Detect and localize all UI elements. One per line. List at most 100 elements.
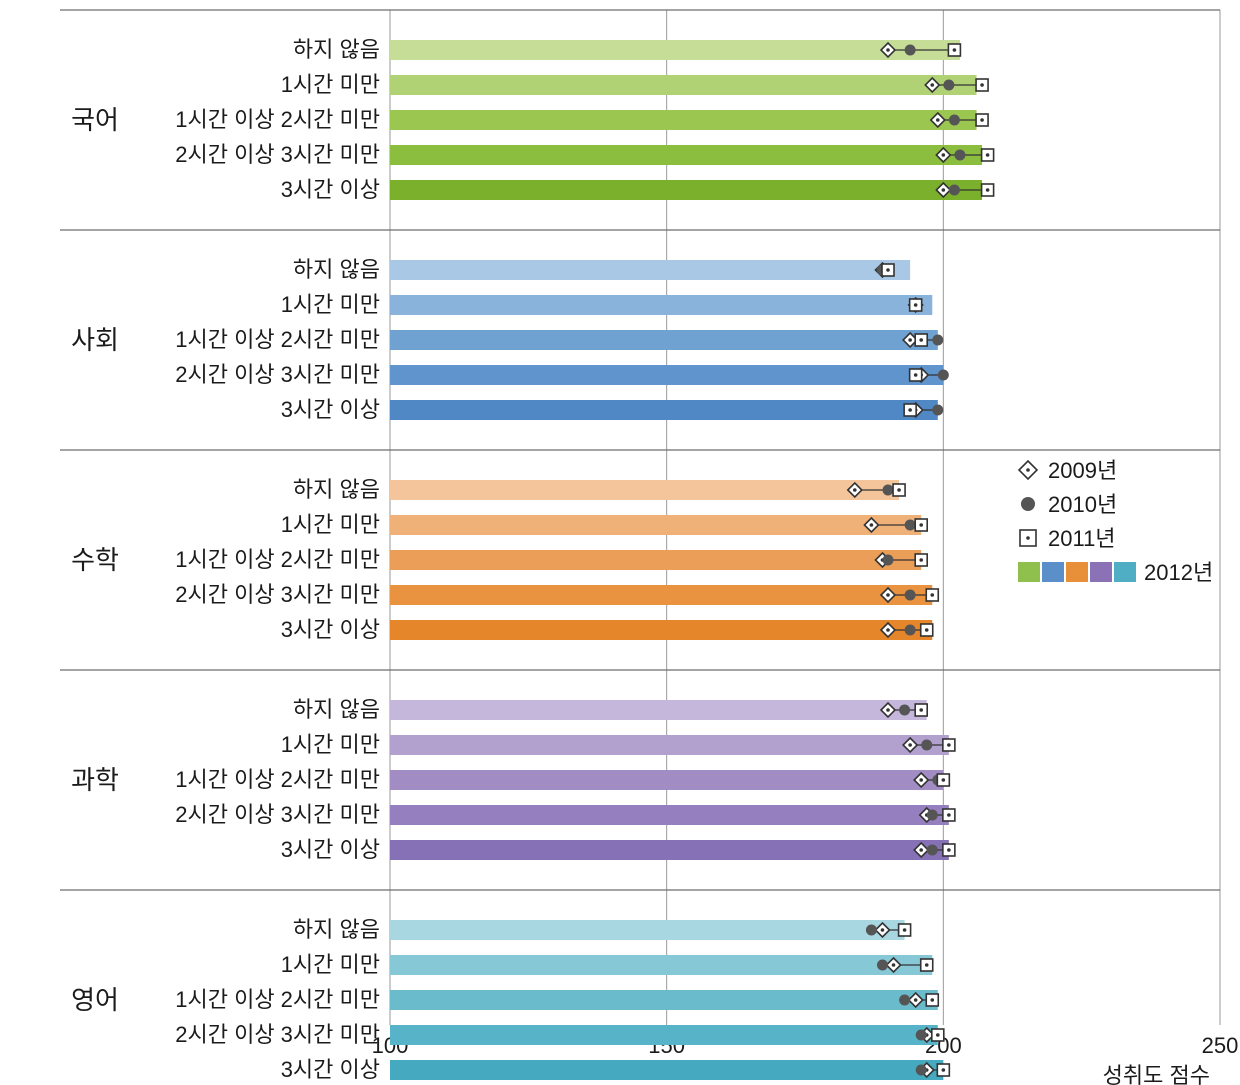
subject-label: 사회 (71, 325, 119, 355)
marker-dot-inner (925, 963, 929, 967)
bar-2012 (390, 400, 938, 420)
marker-dot-inner (886, 268, 890, 272)
marker-2010-dot (899, 995, 910, 1006)
row-label: 3시간 이상 (281, 397, 380, 422)
marker-dot-inner (947, 813, 951, 817)
x-axis-label: 성취도 점수 (1103, 1063, 1210, 1085)
row-label: 3시간 이상 (281, 837, 380, 862)
bar-2012 (390, 40, 960, 60)
marker-dot-inner (986, 188, 990, 192)
marker-dot-inner (980, 83, 984, 87)
bar-2012 (390, 1025, 938, 1045)
bar-2012 (390, 295, 932, 315)
subject-label: 과학 (71, 765, 119, 795)
bar-2012 (390, 515, 921, 535)
row-label: 2시간 이상 3시간 미만 (175, 582, 380, 607)
row-label: 하지 않음 (293, 697, 380, 722)
marker-dot-inner (886, 628, 890, 632)
row-label: 하지 않음 (293, 257, 380, 282)
row-label: 1시간 이상 2시간 미만 (175, 547, 380, 572)
bar-2012 (390, 260, 910, 280)
x-tick-label: 250 (1202, 1033, 1239, 1058)
bar-2012 (390, 955, 932, 975)
marker-dot-inner (870, 523, 874, 527)
marker-dot-inner (897, 488, 901, 492)
row-label: 1시간 미만 (281, 952, 380, 977)
marker-2010-dot (938, 370, 949, 381)
marker-2010-dot (883, 555, 894, 566)
bar-2012 (390, 735, 949, 755)
row-label: 1시간 미만 (281, 72, 380, 97)
marker-dot-inner (908, 408, 912, 412)
legend: 2009년2010년2011년2012년 (1018, 458, 1213, 585)
marker-2010-dot (916, 1065, 927, 1076)
row-label: 2시간 이상 3시간 미만 (175, 362, 380, 387)
marker-dot-inner (892, 963, 896, 967)
bar-2012 (390, 110, 977, 130)
marker-dot-inner (947, 743, 951, 747)
bar-2012 (390, 145, 982, 165)
chart-container: 100150200250성취도 점수하지 않음1시간 미만1시간 이상 2시간 … (0, 0, 1240, 1085)
marker-dot-inner (930, 83, 934, 87)
chart-svg: 100150200250성취도 점수하지 않음1시간 미만1시간 이상 2시간 … (0, 0, 1240, 1085)
legend-label: 2009년 (1048, 458, 1117, 483)
bar-2012 (390, 480, 899, 500)
marker-2010-dot (916, 1030, 927, 1041)
marker-dot-inner (1026, 468, 1030, 472)
row-label: 하지 않음 (293, 477, 380, 502)
row-label: 1시간 이상 2시간 미만 (175, 987, 380, 1012)
marker-dot-inner (936, 118, 940, 122)
marker-dot-inner (914, 998, 918, 1002)
marker-dot-inner (919, 558, 923, 562)
marker-dot-inner (908, 338, 912, 342)
marker-dot-inner (942, 188, 946, 192)
marker-dot-inner (947, 848, 951, 852)
row-label: 1시간 이상 2시간 미만 (175, 107, 380, 132)
row-label: 3시간 이상 (281, 177, 380, 202)
marker-dot-inner (936, 1033, 940, 1037)
bar-2012 (390, 620, 932, 640)
bar-2012 (390, 840, 949, 860)
marker-dot-inner (903, 928, 907, 932)
marker-dot-inner (942, 778, 946, 782)
marker-dot-inner (919, 338, 923, 342)
row-label: 1시간 미만 (281, 732, 380, 757)
bar-2012 (390, 770, 943, 790)
marker-dot-inner (980, 118, 984, 122)
marker-2010-dot (932, 405, 943, 416)
legend-label: 2012년 (1144, 560, 1213, 585)
legend-swatch (1018, 562, 1040, 582)
marker-dot-inner (1026, 536, 1030, 540)
marker-dot-inner (919, 708, 923, 712)
marker-dot-inner (853, 488, 857, 492)
marker-2010-dot (899, 705, 910, 716)
row-label: 하지 않음 (293, 37, 380, 62)
row-label: 1시간 미만 (281, 292, 380, 317)
marker-2010-dot (927, 845, 938, 856)
marker-dot-inner (886, 593, 890, 597)
marker-2010-dot (905, 625, 916, 636)
marker-dot-inner (881, 928, 885, 932)
marker-dot-inner (986, 153, 990, 157)
marker-2010-dot (949, 185, 960, 196)
marker-2010-dot (921, 740, 932, 751)
legend-swatch (1066, 562, 1088, 582)
subject-label: 수학 (71, 545, 119, 575)
bar-2012 (390, 180, 982, 200)
marker-2010-dot (883, 485, 894, 496)
row-label: 2시간 이상 3시간 미만 (175, 142, 380, 167)
bar-2012 (390, 585, 932, 605)
marker-dot-inner (914, 303, 918, 307)
bar-2012 (390, 330, 938, 350)
marker-2010-dot (905, 590, 916, 601)
marker-2010-dot (954, 150, 965, 161)
marker-2010-dot (877, 960, 888, 971)
marker-2010-dot (932, 335, 943, 346)
bar-2012 (390, 1060, 943, 1080)
bar-2012 (390, 365, 943, 385)
marker-dot-inner (919, 778, 923, 782)
row-label: 1시간 이상 2시간 미만 (175, 327, 380, 352)
legend-label: 2010년 (1048, 492, 1117, 517)
marker-2010-dot (1021, 497, 1035, 511)
bar-2012 (390, 990, 938, 1010)
